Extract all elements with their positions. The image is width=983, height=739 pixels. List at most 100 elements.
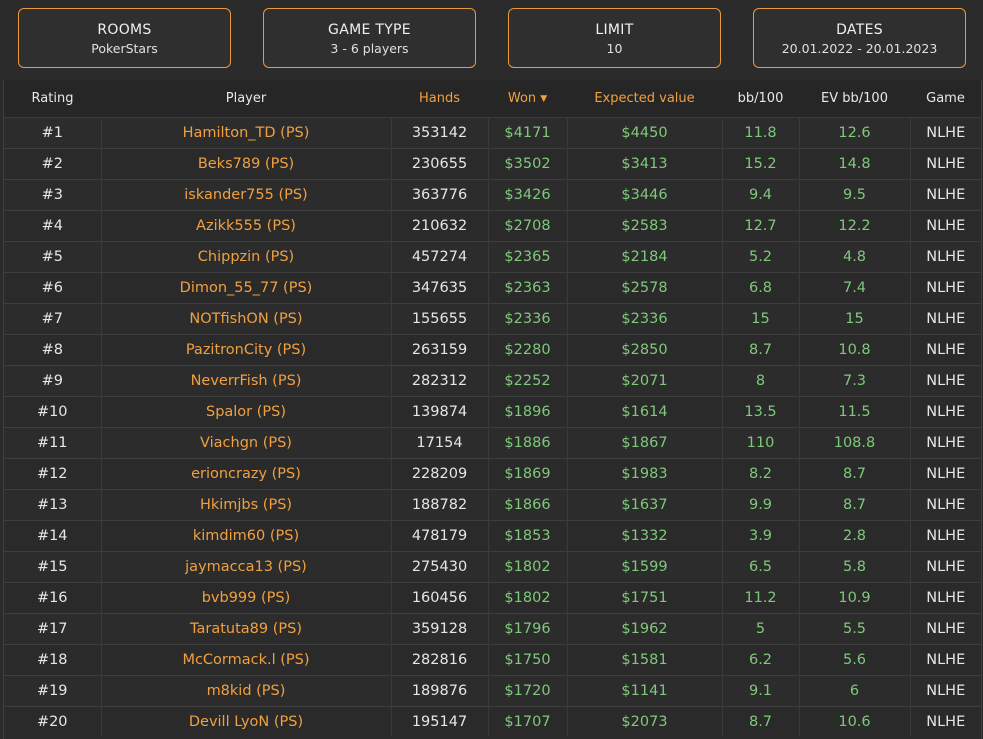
bb100-cell: 5 <box>722 613 800 645</box>
player-cell: Devill LyoN (PS) <box>101 706 392 737</box>
game-column-header[interactable]: Game <box>910 80 981 118</box>
ev-bb100-cell: 12.2 <box>799 210 911 242</box>
rating-cell: #5 <box>4 241 102 273</box>
player-link[interactable]: Chippzin (PS) <box>197 249 295 265</box>
rooms-filter[interactable]: ROOMS PokerStars <box>18 8 231 68</box>
won-cell: $2363 <box>488 272 568 304</box>
player-cell: Viachgn (PS) <box>101 427 392 459</box>
ev-bb100-column-header[interactable]: EV bb/100 <box>799 80 910 118</box>
game-cell: NLHE <box>910 582 981 614</box>
dates-filter[interactable]: DATES 20.01.2022 - 20.01.2023 <box>753 8 966 68</box>
rating-cell: #6 <box>4 272 102 304</box>
table-row: #7 NOTfishON (PS) 155655 $2336 $2336 15 15 NLHE <box>4 303 981 335</box>
game-cell: NLHE <box>910 241 981 273</box>
player-link[interactable]: Hamilton_TD (PS) <box>182 125 310 141</box>
won-cell: $2252 <box>488 365 568 397</box>
game-type-filter[interactable]: GAME TYPE 3 - 6 players <box>263 8 476 68</box>
expected-value-column-header[interactable]: Expected value <box>567 80 722 118</box>
game-cell: NLHE <box>910 458 981 490</box>
rating-cell: #15 <box>4 551 102 583</box>
game-cell: NLHE <box>910 706 981 737</box>
hands-column-header[interactable]: Hands <box>391 80 488 118</box>
ev-bb100-cell: 6 <box>799 675 911 707</box>
player-cell: iskander755 (PS) <box>101 179 392 211</box>
player-link[interactable]: Beks789 (PS) <box>197 156 295 172</box>
table-row: #3 iskander755 (PS) 363776 $3426 $3446 9.4 9.5… <box>4 179 981 211</box>
ev-bb100-cell: 108.8 <box>799 427 911 459</box>
player-cell: Chippzin (PS) <box>101 241 392 273</box>
won-cell: $1796 <box>488 613 568 645</box>
player-link[interactable]: jaymacca13 (PS) <box>185 559 307 575</box>
player-link[interactable]: Spalor (PS) <box>205 404 287 420</box>
expected-value-cell: $3446 <box>567 179 723 211</box>
player-cell: kimdim60 (PS) <box>101 520 392 552</box>
expected-value-cell: $1962 <box>567 613 723 645</box>
won-cell: $4171 <box>488 117 568 149</box>
game-cell: NLHE <box>910 520 981 552</box>
player-link[interactable]: NOTfishON (PS) <box>189 311 303 327</box>
player-link[interactable]: iskander755 (PS) <box>184 187 308 203</box>
limit-filter-title: LIMIT <box>595 22 634 38</box>
ev-bb100-cell: 8.7 <box>799 489 911 521</box>
won-column-header[interactable]: Won ▼ <box>488 80 567 118</box>
player-link[interactable]: kimdim60 (PS) <box>192 528 300 544</box>
bb100-cell: 15 <box>722 303 800 335</box>
player-link[interactable]: NeverrFish (PS) <box>190 373 302 389</box>
player-cell: erioncrazy (PS) <box>101 458 392 490</box>
hands-cell: 353142 <box>391 117 489 149</box>
player-link[interactable]: m8kid (PS) <box>206 683 286 699</box>
player-link[interactable]: Hkimjbs (PS) <box>199 497 293 513</box>
table-row: #15 jaymacca13 (PS) 275430 $1802 $1599 6.5 5.8… <box>4 551 981 583</box>
player-link[interactable]: McCormack.l (PS) <box>182 652 310 668</box>
rating-cell: #19 <box>4 675 102 707</box>
table-row: #4 Azikk555 (PS) 210632 $2708 $2583 12.7 12.2 N… <box>4 210 981 242</box>
game-cell: NLHE <box>910 210 981 242</box>
hands-cell: 17154 <box>391 427 489 459</box>
bb100-cell: 15.2 <box>722 148 800 180</box>
player-link[interactable]: Taratuta89 (PS) <box>190 621 302 637</box>
table-header-row: Rating Player Hands Won ▼ Expected value … <box>4 80 981 118</box>
bb100-cell: 9.1 <box>722 675 800 707</box>
player-link[interactable]: Dimon_55_77 (PS) <box>179 280 313 296</box>
player-cell: Taratuta89 (PS) <box>101 613 392 645</box>
won-cell: $2336 <box>488 303 568 335</box>
player-link[interactable]: PazitronCity (PS) <box>185 342 307 358</box>
table-row: #14 kimdim60 (PS) 478179 $1853 $1332 3.9 2.8 NL… <box>4 520 981 552</box>
won-cell: $1802 <box>488 582 568 614</box>
limit-filter[interactable]: LIMIT 10 <box>508 8 721 68</box>
table-row: #16 bvb999 (PS) 160456 $1802 $1751 11.2 10.9 NL… <box>4 582 981 614</box>
player-link[interactable]: bvb999 (PS) <box>201 590 291 606</box>
player-cell: Azikk555 (PS) <box>101 210 392 242</box>
game-cell: NLHE <box>910 272 981 304</box>
expected-value-cell: $4450 <box>567 117 723 149</box>
bb100-column-header[interactable]: bb/100 <box>722 80 799 118</box>
won-cell: $1750 <box>488 644 568 676</box>
bb100-cell: 9.9 <box>722 489 800 521</box>
table-row: #6 Dimon_55_77 (PS) 347635 $2363 $2578 6.8 7.4… <box>4 272 981 304</box>
hands-cell: 160456 <box>391 582 489 614</box>
player-link[interactable]: Viachgn (PS) <box>200 435 292 451</box>
table-row: #20 Devill LyoN (PS) 195147 $1707 $2073 8.7 10… <box>4 706 981 737</box>
hands-cell: 228209 <box>391 458 489 490</box>
rating-cell: #13 <box>4 489 102 521</box>
ev-bb100-cell: 10.8 <box>799 334 911 366</box>
ev-bb100-cell: 5.5 <box>799 613 911 645</box>
bb100-cell: 110 <box>722 427 800 459</box>
table-row: #8 PazitronCity (PS) 263159 $2280 $2850 8.7 10… <box>4 334 981 366</box>
player-column-header[interactable]: Player <box>101 80 391 118</box>
rating-cell: #4 <box>4 210 102 242</box>
player-link[interactable]: erioncrazy (PS) <box>191 466 301 482</box>
table-row: #9 NeverrFish (PS) 282312 $2252 $2071 8 7.3 NLH… <box>4 365 981 397</box>
hands-cell: 155655 <box>391 303 489 335</box>
won-cell: $1869 <box>488 458 568 490</box>
dates-filter-value: 20.01.2022 - 20.01.2023 <box>781 41 938 56</box>
player-link[interactable]: Devill LyoN (PS) <box>188 714 304 730</box>
rating-column-header[interactable]: Rating <box>4 80 101 118</box>
player-link[interactable]: Azikk555 (PS) <box>196 218 296 234</box>
ev-bb100-cell: 9.5 <box>799 179 911 211</box>
rating-cell: #7 <box>4 303 102 335</box>
ev-bb100-cell: 7.3 <box>799 365 911 397</box>
rating-cell: #17 <box>4 613 102 645</box>
won-cell: $1707 <box>488 706 568 737</box>
game-type-filter-value: 3 - 6 players <box>330 41 409 56</box>
